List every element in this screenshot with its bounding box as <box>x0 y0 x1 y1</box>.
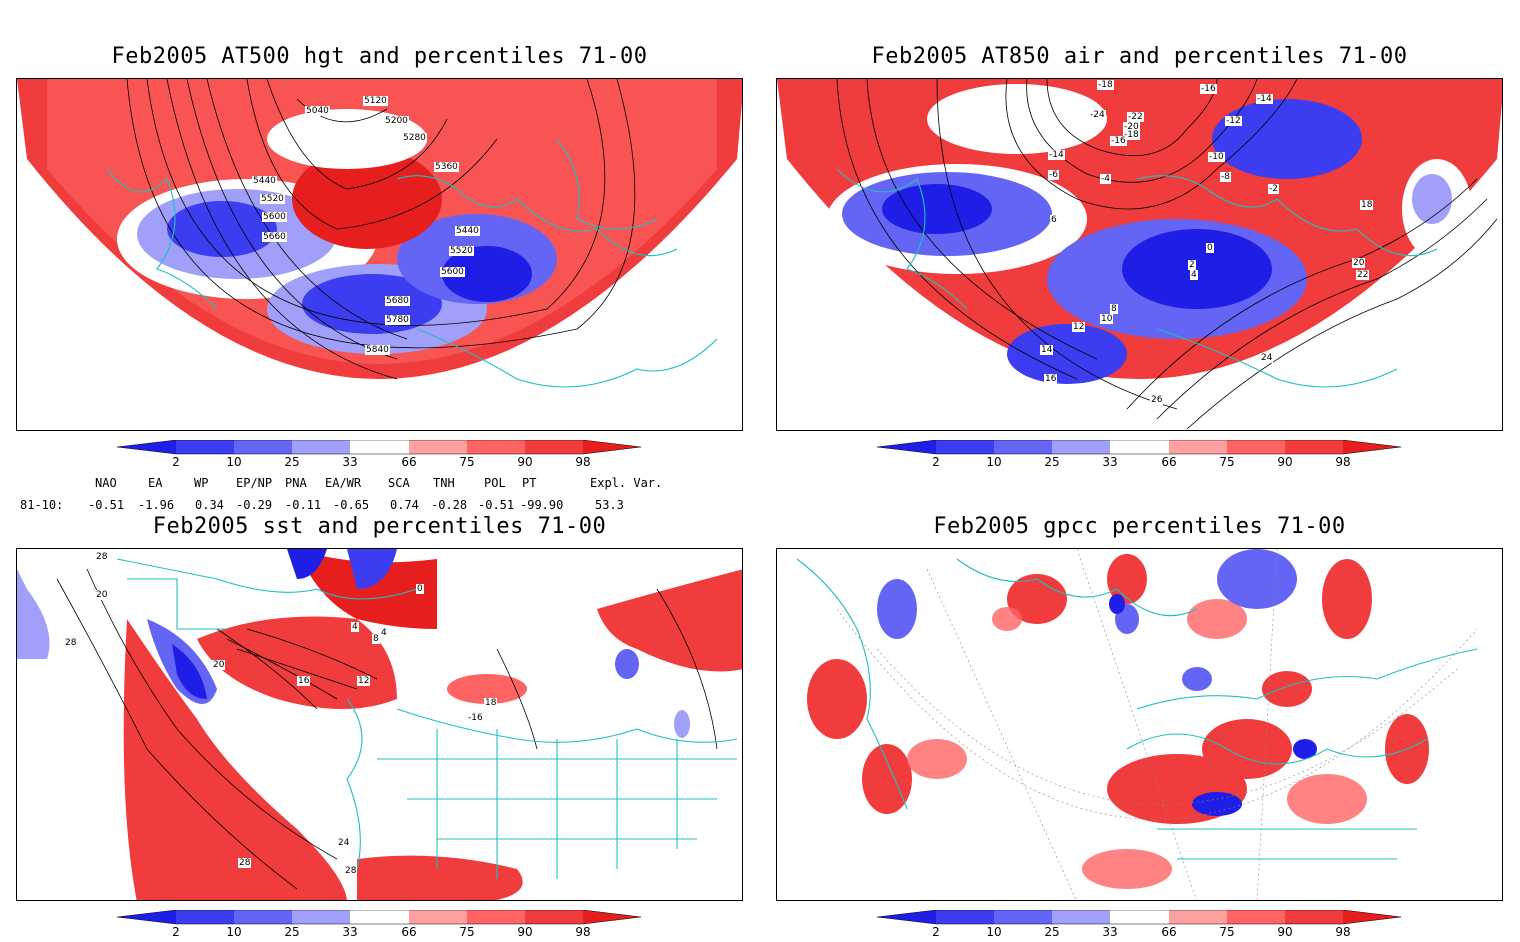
colorbar-label: 25 <box>284 925 300 939</box>
panel-title-hgt500: Feb2005 AT500 hgt and percentiles 71-00 <box>111 44 648 69</box>
map-air850 <box>776 78 1503 431</box>
index-value: -0.28 <box>431 498 468 512</box>
index-header: POL <box>484 476 506 490</box>
colorbar-label: 98 <box>1335 455 1351 469</box>
index-header: EA/WR <box>325 476 362 490</box>
colorbar-label: 25 <box>284 455 300 469</box>
colorbar-label: 10 <box>226 925 242 939</box>
colorbar-label: 90 <box>1277 455 1293 469</box>
colorbar-label: 33 <box>342 455 358 469</box>
colorbar-label: 66 <box>401 455 417 469</box>
index-header: WP <box>194 476 209 490</box>
index-header: TNH <box>433 476 455 490</box>
colorbar-label: 66 <box>1161 455 1177 469</box>
colorbar-label: 25 <box>1044 455 1060 469</box>
panel-title-sst: Feb2005 sst and percentiles 71-00 <box>152 514 607 539</box>
colorbar-label: 75 <box>459 925 475 939</box>
colorbar-label: 98 <box>1335 925 1351 939</box>
index-value: 0.34 <box>195 498 224 512</box>
index-header: SCA <box>388 476 410 490</box>
colorbar-label: 75 <box>1219 455 1235 469</box>
map-sst <box>16 548 743 901</box>
colorbar-label: 2 <box>172 455 180 469</box>
index-header: EP/NP <box>236 476 273 490</box>
colorbar-label: 33 <box>1102 925 1118 939</box>
index-header: Expl. Var. <box>590 476 663 490</box>
index-value: 0.74 <box>390 498 419 512</box>
map-hgt500 <box>16 78 743 431</box>
index-value: -0.29 <box>236 498 273 512</box>
colorbar-label: 2 <box>932 455 940 469</box>
colorbar-label: 10 <box>986 455 1002 469</box>
colorbar-label: 2 <box>932 925 940 939</box>
index-value: -0.51 <box>478 498 515 512</box>
colorbar-label: 75 <box>1219 925 1235 939</box>
colorbar-hgt500: 2 10 25 33 66 75 90 98 <box>117 440 647 472</box>
index-header: PT <box>522 476 537 490</box>
colorbar-label: 25 <box>1044 925 1060 939</box>
panel-title-air850: Feb2005 AT850 air and percentiles 71-00 <box>871 44 1408 69</box>
index-value: -0.51 <box>88 498 125 512</box>
colorbar-label: 90 <box>517 455 533 469</box>
index-value: -1.96 <box>138 498 175 512</box>
index-value: 53.3 <box>595 498 624 512</box>
colorbar-label: 75 <box>459 455 475 469</box>
colorbar-label: 66 <box>1161 925 1177 939</box>
panel-title-gpcc: Feb2005 gpcc percentiles 71-00 <box>933 514 1346 539</box>
index-row-label: 81-10: <box>20 498 64 512</box>
colorbar-label: 90 <box>517 925 533 939</box>
index-value: -0.11 <box>285 498 322 512</box>
index-header: NAO <box>95 476 117 490</box>
index-value: -99.90 <box>520 498 564 512</box>
colorbar-label: 33 <box>1102 455 1118 469</box>
colorbar-gpcc: 2 10 25 33 66 75 90 98 <box>877 910 1407 942</box>
map-gpcc <box>776 548 1503 901</box>
colorbar-label: 66 <box>401 925 417 939</box>
index-header: EA <box>148 476 163 490</box>
colorbar-label: 10 <box>986 925 1002 939</box>
colorbar-label: 10 <box>226 455 242 469</box>
index-value: -0.65 <box>333 498 370 512</box>
colorbar-label: 2 <box>172 925 180 939</box>
colorbar-label: 90 <box>1277 925 1293 939</box>
index-header: PNA <box>285 476 307 490</box>
colorbar-air850: 2 10 25 33 66 75 90 98 <box>877 440 1407 472</box>
colorbar-sst: 2 10 25 33 66 75 90 98 <box>117 910 647 942</box>
colorbar-label: 98 <box>575 925 591 939</box>
colorbar-label: 33 <box>342 925 358 939</box>
colorbar-label: 98 <box>575 455 591 469</box>
